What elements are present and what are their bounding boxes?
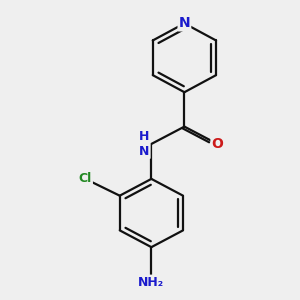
Text: H
N: H N	[139, 130, 150, 158]
Text: NH₂: NH₂	[138, 276, 164, 289]
Text: Cl: Cl	[79, 172, 92, 185]
Text: O: O	[212, 137, 224, 151]
Text: N: N	[178, 16, 190, 30]
